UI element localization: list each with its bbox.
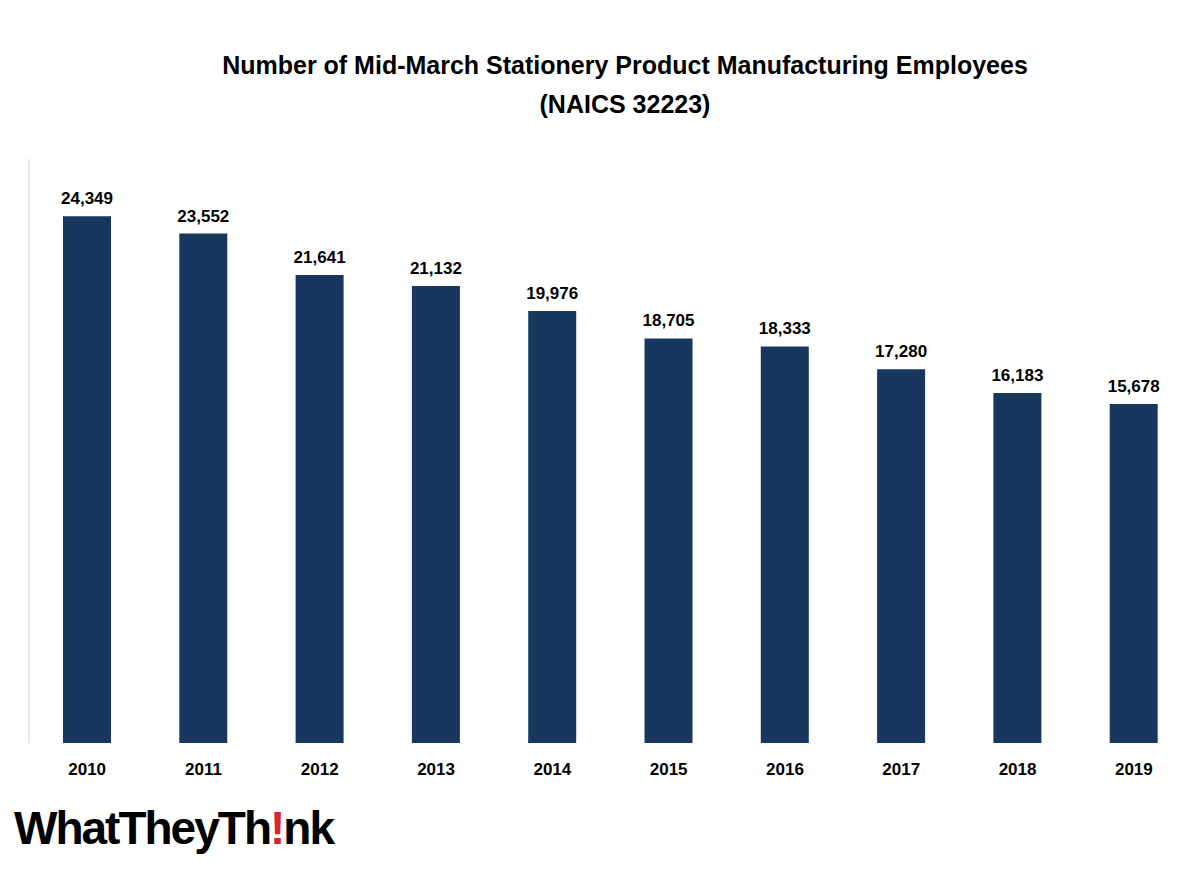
svg-text:2011: 2011 — [185, 760, 222, 779]
html-text:Number of Mid-March Stationery: Number of Mid-March Stationery Product M… — [222, 51, 1028, 79]
svg-text:17,280: 17,280 — [875, 342, 927, 361]
html-text:(NAICS 32223): (NAICS 32223) — [539, 90, 711, 118]
svg-text:2010: 2010 — [68, 760, 106, 779]
svg-text:2014: 2014 — [533, 760, 571, 779]
svg-text:2016: 2016 — [766, 760, 804, 779]
svg-text:21,132: 21,132 — [410, 259, 462, 278]
svg-text:18,705: 18,705 — [643, 311, 695, 330]
svg-text:24,349: 24,349 — [61, 189, 113, 208]
svg-text:18,333: 18,333 — [759, 319, 811, 338]
svg-text:23,552: 23,552 — [177, 207, 229, 226]
svg-text:15,678: 15,678 — [1108, 377, 1160, 396]
svg-text:21,641: 21,641 — [294, 248, 346, 267]
svg-text:16,183: 16,183 — [991, 366, 1043, 385]
html-text:WhatTheyTh! nk: WhatTheyTh! nk — [14, 802, 333, 854]
svg-text:2017: 2017 — [882, 760, 920, 779]
svg-text:2018: 2018 — [999, 760, 1037, 779]
svg-text:2012: 2012 — [301, 760, 339, 779]
svg-text:2013: 2013 — [417, 760, 455, 779]
svg-text:19,976: 19,976 — [526, 284, 578, 303]
svg-text:2019: 2019 — [1115, 760, 1153, 779]
svg-text:2015: 2015 — [650, 760, 688, 779]
